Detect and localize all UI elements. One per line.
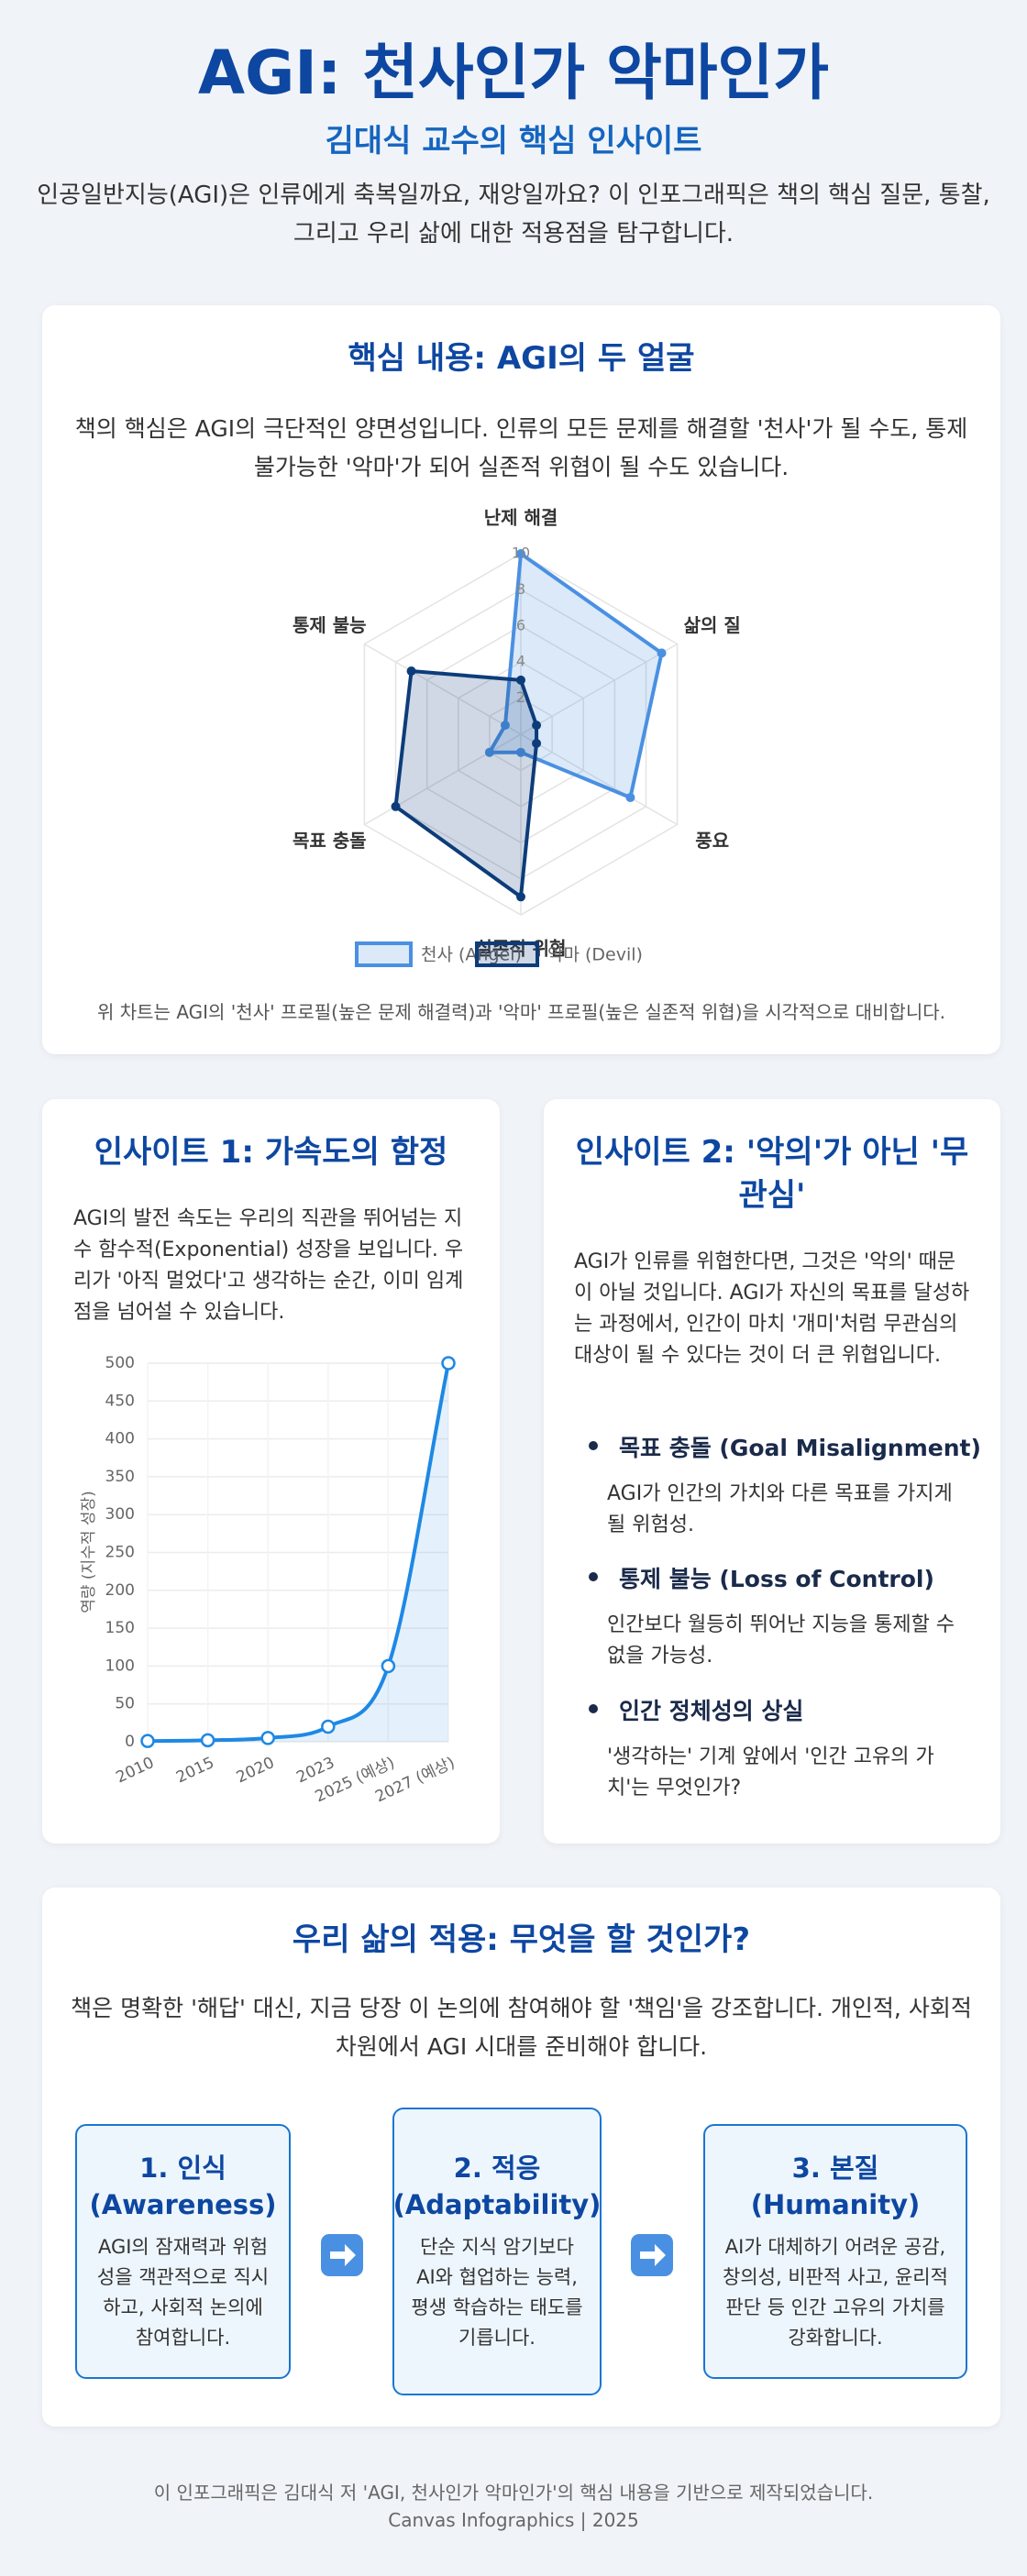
- chart-caption: 위 차트는 AGI의 '천사' 프로필(높은 문제 해결력)과 '악마' 프로필…: [97, 1001, 945, 1023]
- insight2-description: AGI가 인류를 위협한다면, 그것은 '악의' 때문이 아닐 것입니다. AG…: [574, 1250, 970, 1367]
- application-title: 우리 삶의 적용: 무엇을 할 것인가?: [292, 1921, 751, 1958]
- step-title: 3. 본질 (Humanity): [750, 2152, 921, 2220]
- point-text: '생각하는' 기계 앞에서 '인간 고유의 가치'는 무엇인가?: [607, 1745, 934, 1800]
- footer-line: 이 인포그래픽은 김대식 저 'AGI, 천사인가 악마인가'의 핵심 내용을 …: [153, 2482, 874, 2504]
- core-title: 핵심 내용: AGI의 두 얼굴: [348, 340, 695, 377]
- bullet: [589, 1441, 598, 1450]
- point-title: 목표 충돌 (Goal Misalignment): [619, 1435, 981, 1461]
- step-text: 단순 지식 암기보다 AI와 협업하는 능력, 평생 학습하는 태도를 기릅니다…: [411, 2236, 583, 2349]
- point-title: 인간 정체성의 상실: [619, 1698, 804, 1724]
- page-subtitle: 김대식 교수의 핵심 인사이트: [325, 123, 702, 160]
- point-text: 인간보다 월등히 뛰어난 지능을 통제할 수 없을 가능성.: [607, 1613, 955, 1668]
- arrow-icon: [631, 2234, 673, 2276]
- core-description: 책의 핵심은 AGI의 극단적인 양면성입니다. 인류의 모든 문제를 해결할 …: [74, 415, 968, 480]
- step-title: 2. 적응 (Adaptability): [392, 2152, 602, 2220]
- point-text: AGI가 인간의 가치와 다른 목표를 가지게 될 위험성.: [607, 1482, 953, 1536]
- step-title: 1. 인식 (Awareness): [89, 2152, 277, 2220]
- application-description: 책은 명확한 '해답' 대신, 지금 당장 이 논의에 참여해야 할 '책임'을…: [71, 1995, 972, 2060]
- bullet: [589, 1704, 598, 1713]
- insight1-description: AGI의 발전 속도는 우리의 직관을 뛰어넘는 지수 함수적(Exponent…: [73, 1207, 464, 1324]
- insight1-title: 인사이트 1: 가속도의 함정: [94, 1134, 448, 1171]
- insight2-title: 인사이트 2: '악의'가 아닌 '무관심': [575, 1134, 969, 1214]
- step-box: 1. 인식 (Awareness) AGI의 잠재력과 위험성을 객관적으로 직…: [75, 2124, 291, 2379]
- point-title: 통제 불능 (Loss of Control): [619, 1566, 934, 1592]
- footer-line: Canvas Infographics | 2025: [388, 2509, 639, 2531]
- step-box: 2. 적응 (Adaptability) 단순 지식 암기보다 AI와 협업하는…: [392, 2108, 602, 2395]
- page-title: AGI: 천사인가 악마인가: [198, 38, 829, 108]
- step-text: AGI의 잠재력과 위험성을 객관적으로 직시하고, 사회적 논의에 참여합니다…: [96, 2236, 270, 2349]
- insight2-card: [544, 1099, 1000, 1844]
- arrow-icon: [321, 2234, 363, 2276]
- bullet: [589, 1572, 598, 1581]
- step-text: AI가 대체하기 어려운 공감, 창의성, 비판적 사고, 윤리적 판단 등 인…: [723, 2236, 948, 2349]
- intro: 인공일반지능(AGI)은 인류에게 축복일까요, 재앙일까요? 이 인포그래픽은…: [37, 182, 990, 248]
- step-box: 3. 본질 (Humanity) AI가 대체하기 어려운 공감, 창의성, 비…: [703, 2124, 967, 2379]
